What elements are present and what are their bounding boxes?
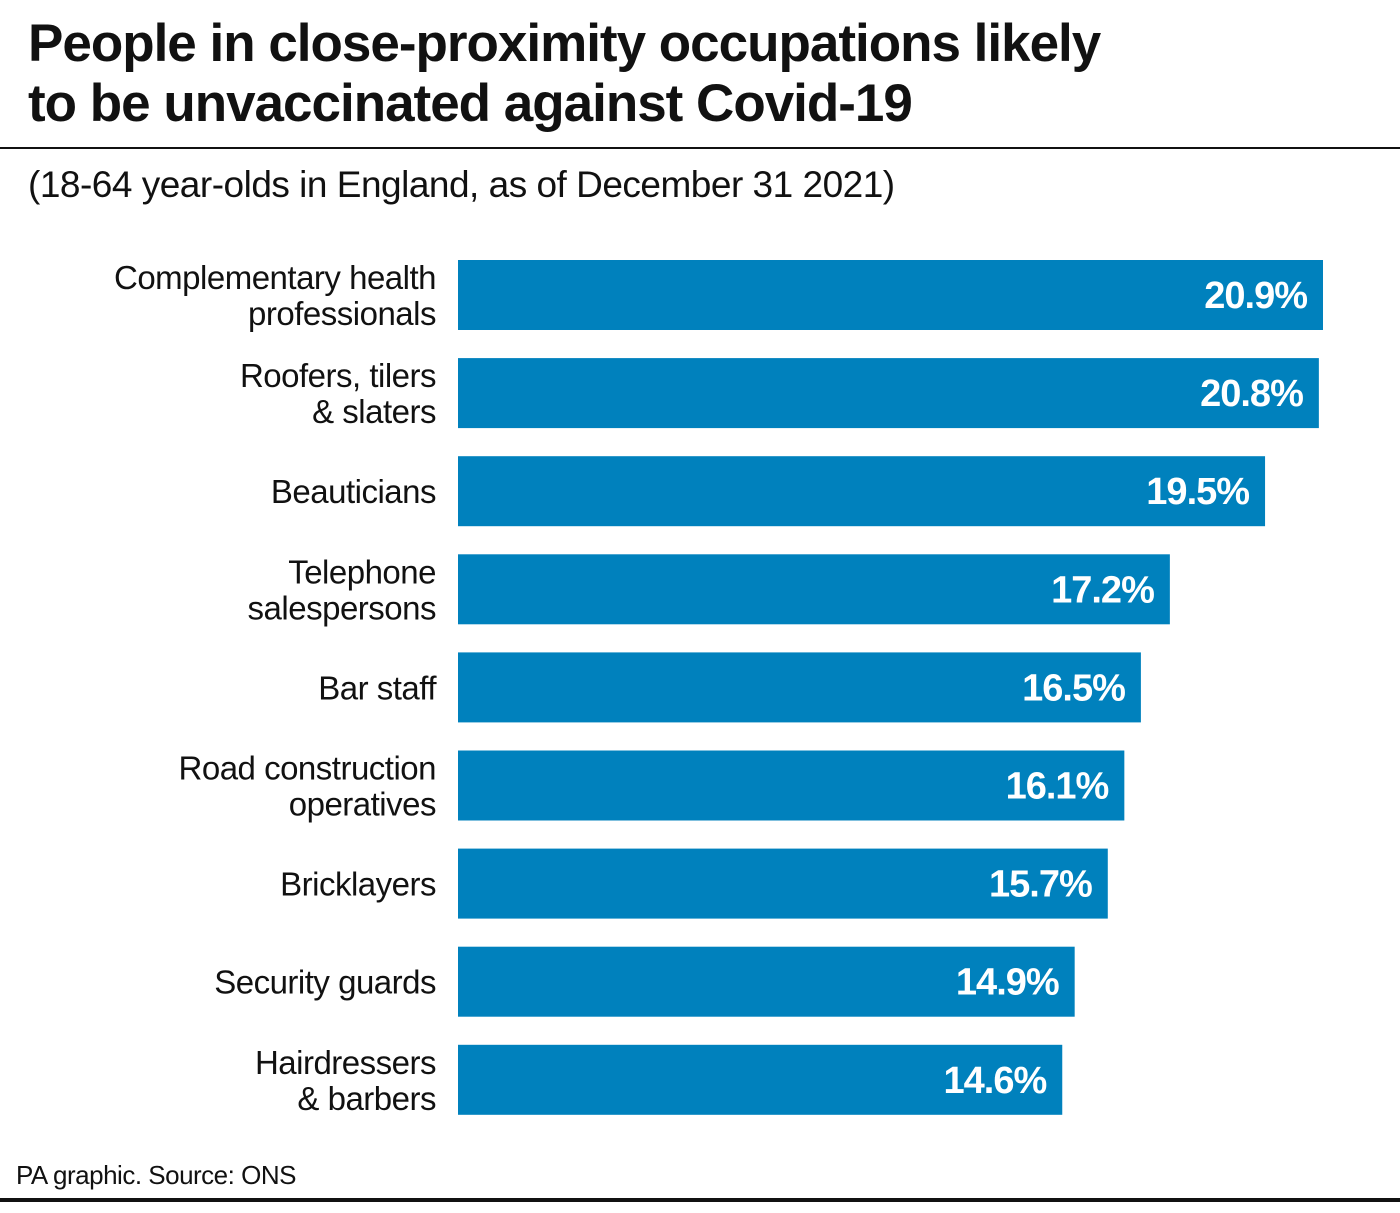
category-label: operatives: [289, 786, 436, 823]
bar: [458, 358, 1319, 429]
category-label: & slaters: [312, 393, 436, 430]
category-label: professionals: [248, 295, 436, 332]
category-label: salespersons: [248, 589, 436, 626]
bar: [458, 848, 1108, 919]
chart-title: People in close-proximity occupations li…: [28, 14, 1101, 134]
bar: [458, 1044, 1063, 1115]
value-label: 14.9%: [956, 962, 1059, 1004]
category-label: Road construction: [179, 750, 436, 787]
category-label: Bar staff: [318, 669, 437, 706]
value-label: 20.9%: [1204, 275, 1307, 317]
category-label: Bricklayers: [280, 866, 436, 903]
chart-subtitle: (18-64 year-olds in England, as of Decem…: [28, 164, 895, 205]
divider: [0, 1198, 1400, 1202]
title-line: People in close-proximity occupations li…: [28, 14, 1101, 73]
bar: [458, 456, 1266, 527]
value-label: 17.2%: [1051, 569, 1154, 611]
category-label: Security guards: [214, 964, 436, 1001]
category-label: & barbers: [297, 1080, 436, 1117]
value-label: 16.1%: [1006, 766, 1109, 808]
bar: [458, 652, 1141, 723]
divider: [0, 147, 1400, 149]
value-label: 15.7%: [989, 864, 1092, 906]
bar: [458, 750, 1125, 821]
category-label: Telephone: [288, 553, 436, 590]
value-label: 14.6%: [944, 1060, 1047, 1102]
title-line: to be unvaccinated against Covid-19: [28, 74, 913, 133]
category-label: Roofers, tilers: [240, 357, 436, 394]
bar: [458, 260, 1323, 330]
bar: [458, 554, 1170, 625]
category-label: Hairdressers: [255, 1044, 436, 1081]
value-label: 20.8%: [1200, 373, 1303, 415]
category-label: Complementary health: [114, 259, 436, 296]
category-label: Beauticians: [271, 473, 436, 510]
bar: [458, 946, 1075, 1017]
value-label: 16.5%: [1022, 667, 1125, 709]
source-note: PA graphic. Source: ONS: [16, 1160, 296, 1190]
value-label: 19.5%: [1146, 471, 1249, 513]
